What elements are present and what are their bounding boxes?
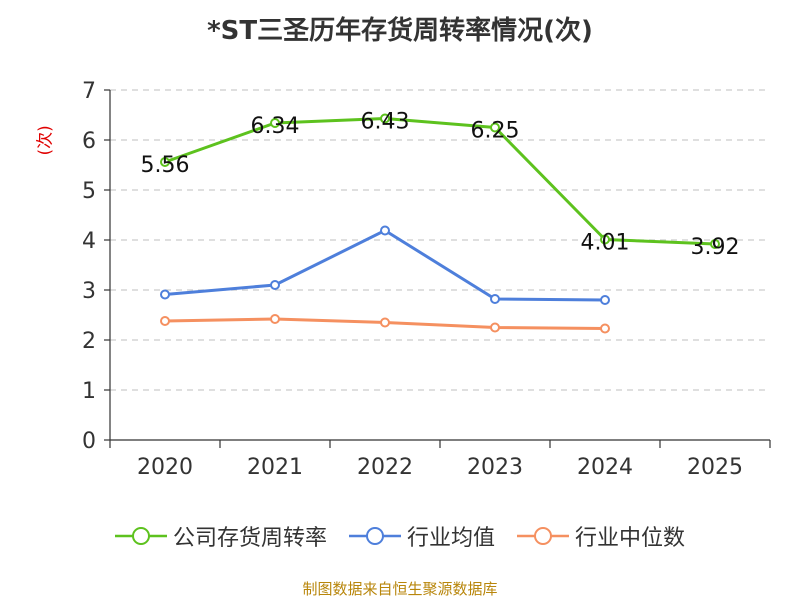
data-point xyxy=(710,239,720,249)
y-tick-label: 4 xyxy=(82,229,96,254)
y-tick-label: 6 xyxy=(82,129,96,154)
legend-label-industry-median: 行业中位数 xyxy=(575,526,686,551)
data-point xyxy=(160,157,170,167)
series-line xyxy=(164,117,716,246)
legend-label-industry-mean: 行业均值 xyxy=(406,526,495,551)
legend-swatch-company xyxy=(114,527,167,545)
legend-item-industry-median[interactable]: 行业中位数 xyxy=(517,520,685,552)
data-source: 制图数据来自恒生聚源数据库 xyxy=(302,580,498,598)
data-label: 6.34 xyxy=(251,114,300,139)
data-point xyxy=(270,280,280,290)
legend-label-company: 公司存货周转率 xyxy=(172,526,327,551)
x-tick-label: 2023 xyxy=(467,455,523,480)
legend-marker xyxy=(131,527,150,545)
data-label: 5.56 xyxy=(141,153,190,178)
y-tick-label: 2 xyxy=(82,329,96,354)
data-label: 6.25 xyxy=(471,119,520,144)
legend: 公司存货周转率 行业均值 行业中位数 xyxy=(0,520,800,552)
legend-item-industry-mean[interactable]: 行业均值 xyxy=(348,520,495,552)
data-label: 6.43 xyxy=(361,110,410,135)
chart-title: *ST三圣历年存货周转率情况(次) xyxy=(207,16,593,46)
data-point xyxy=(490,294,500,304)
data-point xyxy=(490,322,500,333)
x-tick-label: 2020 xyxy=(137,455,193,480)
x-tick-label: 2025 xyxy=(687,455,743,480)
x-tick-label: 2022 xyxy=(357,455,413,480)
legend-marker xyxy=(534,527,552,545)
data-label: 4.01 xyxy=(581,231,630,256)
y-tick-label: 1 xyxy=(82,379,96,404)
data-point xyxy=(600,234,610,245)
data-point xyxy=(380,225,390,236)
data-point xyxy=(380,317,390,328)
data-label: 3.92 xyxy=(691,235,740,260)
y-tick-label: 5 xyxy=(82,179,96,204)
data-point xyxy=(160,289,170,300)
data-point xyxy=(380,113,390,124)
legend-marker xyxy=(365,527,384,545)
x-tick-label: 2024 xyxy=(577,455,633,480)
y-tick-label: 7 xyxy=(82,79,96,104)
legend-item-company[interactable]: 公司存货周转率 xyxy=(114,520,327,552)
legend-swatch-industry-median xyxy=(517,527,569,545)
data-point xyxy=(600,295,610,305)
data-point xyxy=(160,316,170,326)
data-point xyxy=(270,118,280,128)
data-point xyxy=(270,314,280,324)
y-tick-label: 3 xyxy=(82,279,96,304)
legend-swatch-industry-mean xyxy=(348,527,401,545)
x-tick-label: 2021 xyxy=(247,455,303,480)
y-tick-label: 0 xyxy=(82,429,96,454)
data-point xyxy=(490,122,500,133)
data-point xyxy=(600,323,610,334)
